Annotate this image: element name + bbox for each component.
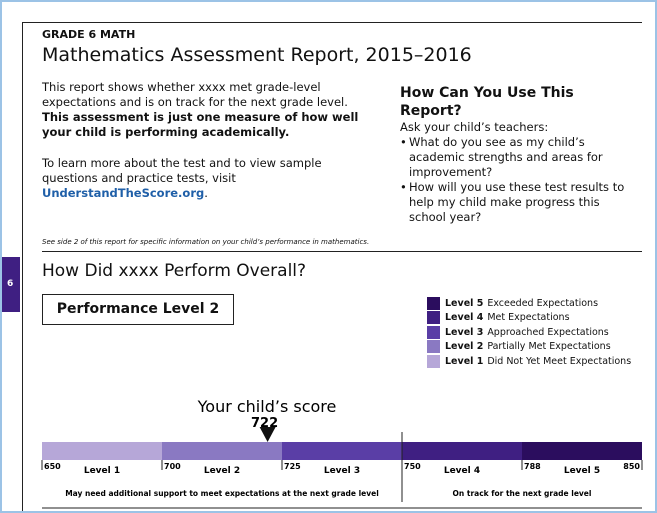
legend-level: Level 2 [445, 341, 484, 353]
legend-text: Met Expectations [487, 312, 570, 324]
legend-item: Level 1 Did Not Yet Meet Expectations [427, 354, 631, 369]
intro-bold: This assessment is just one measure of h… [42, 110, 359, 139]
bullet: How will you use these test results to h… [400, 180, 625, 224]
legend-text: Partially Met Expectations [487, 341, 611, 353]
more-text: To learn more about the test and to view… [42, 156, 322, 185]
bullet: What do you see as my child’s academic s… [400, 135, 603, 179]
level-label: Level 5 [564, 466, 600, 476]
legend-swatch [427, 354, 440, 368]
scale-segment [522, 442, 642, 460]
legend-level: Level 5 [445, 297, 484, 309]
bullet-dot: • [400, 135, 407, 149]
score-marker [259, 427, 276, 442]
caption: On track for the next grade level [453, 489, 592, 498]
boundary-label: 725 [284, 462, 301, 471]
scale-segment [162, 442, 282, 460]
legend: Level 5 Exceeded Expectations Level 4 Met E… [427, 296, 631, 369]
mid-rule [42, 251, 642, 252]
top-rule [22, 22, 642, 23]
boundary-label: 650 [44, 462, 61, 471]
left-rule [22, 22, 23, 511]
note: See side 2 of this report for specific i… [42, 238, 370, 246]
legend-text: Exceeded Expectations [487, 297, 599, 309]
legend-swatch [427, 296, 440, 310]
scale-segment [402, 442, 522, 460]
scale-segment [42, 442, 162, 460]
link[interactable]: UnderstandTheScore.org [42, 186, 205, 200]
bullet-dot: • [400, 180, 407, 194]
title: Mathematics Assessment Report, 2015–2016 [42, 44, 472, 66]
use-title: How Can You Use This Report? [400, 85, 574, 119]
score-value: 722 [251, 416, 278, 431]
grade: GRADE 6 MATH [42, 28, 136, 41]
legend-swatch [427, 340, 440, 354]
bullets: What do you see as my child’s academic s… [400, 135, 640, 225]
level-label: Level 4 [444, 466, 480, 476]
overall-title: How Did xxxx Perform Overall? [42, 261, 307, 281]
level-label: Level 1 [84, 466, 120, 476]
tab: 6 [2, 257, 20, 312]
legend-item: Level 2 Partially Met Expectations [427, 340, 631, 355]
legend-text: Did Not Yet Meet Expectations [487, 355, 632, 367]
intro-plain: This report shows whether xxxx met grade… [42, 80, 348, 109]
more: To learn more about the test and to view… [42, 156, 377, 201]
intro-text: This report shows whether xxxx met grade… [42, 80, 377, 140]
legend-item: Level 4 Met Expectations [427, 311, 631, 326]
end: . [204, 186, 208, 200]
legend-swatch [427, 311, 440, 325]
legend-item: Level 3 Approached Expectations [427, 325, 631, 340]
boundary-label: 788 [524, 462, 541, 471]
score-label: Your child’s score [197, 397, 337, 416]
legend-level: Level 3 [445, 326, 484, 338]
boundary-label: 700 [164, 462, 181, 471]
legend-text: Approached Expectations [487, 326, 609, 338]
boundary-label: 850 [623, 462, 640, 471]
use-box: How Can You Use This Report? Ask your ch… [400, 84, 640, 225]
legend-item: Level 5 Exceeded Expectations [427, 296, 631, 311]
caption: May need additional support to meet expe… [65, 489, 379, 498]
intro: This report shows whether xxxx met grade… [42, 80, 377, 201]
boundary-label: 750 [404, 462, 421, 471]
scale-segment [282, 442, 402, 460]
level-label: Level 3 [324, 466, 360, 476]
use-lead: Ask your child’s teachers: [400, 120, 549, 134]
level-label: Level 2 [204, 466, 240, 476]
legend-level: Level 4 [445, 312, 484, 324]
performance-level: Performance Level 2 [42, 294, 234, 325]
legend-swatch [427, 325, 440, 339]
legend-level: Level 1 [445, 355, 484, 367]
